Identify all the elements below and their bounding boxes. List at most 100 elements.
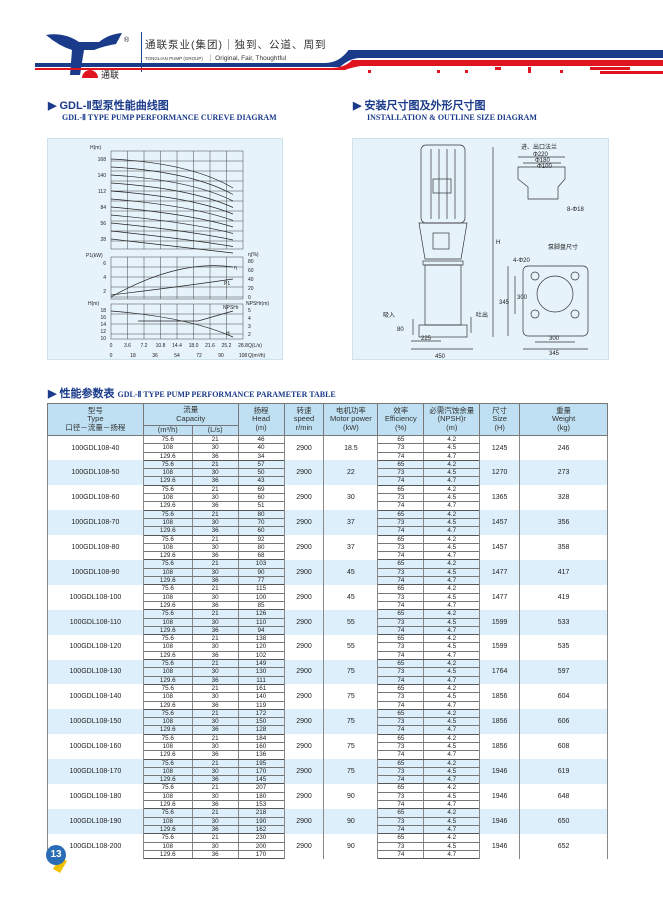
cell-type: 100GDL108-70 (47, 510, 144, 536)
cell-npsh: 4.7 (423, 601, 481, 611)
cell-head: 153 (237, 800, 285, 810)
table-row: 129.6 36 68 74 4.7 (48, 551, 608, 561)
cell-efficiency: 65 (377, 709, 425, 719)
cell-flow-ls: 36 (191, 725, 239, 735)
table-row: 100GDL108-200 75.6 21 230 2900 90 65 4.2 1946 652 (47, 833, 608, 859)
cell-type: 100GDL108-190 (47, 808, 144, 834)
cell-power: 22 (323, 460, 379, 486)
cell-speed: 2900 (283, 435, 325, 461)
table-row: 129.6 36 145 74 4.7 (48, 775, 608, 785)
company-logo: 通联 ® (46, 33, 130, 80)
cell-head: 100 (237, 593, 285, 602)
cell-npsh: 4.5 (423, 667, 481, 677)
cell-flow-ls: 30 (191, 717, 239, 727)
cell-flow-ls: 21 (191, 783, 239, 793)
cell-power: 90 (323, 833, 379, 859)
cell-flow-m3h: 129.6 (142, 651, 193, 661)
cell-efficiency: 65 (377, 783, 425, 793)
tick-label: H(m) (88, 301, 99, 307)
tick-label: 140 (98, 173, 107, 179)
cell-efficiency: 73 (377, 767, 425, 777)
tick-label: η (234, 265, 237, 271)
tick-label: 14 (100, 322, 106, 328)
cell-npsh: 4.5 (423, 593, 481, 602)
tick-label: 18 (130, 353, 136, 359)
cell-weight: 417 (519, 559, 608, 585)
cell-flow-ls: 36 (191, 601, 239, 611)
cell-efficiency: 73 (377, 593, 425, 602)
cell-weight: 358 (519, 535, 608, 560)
cell-flow-ls: 30 (191, 543, 239, 553)
svg-text:Φ180: Φ180 (535, 158, 550, 164)
svg-text:Φ100: Φ100 (537, 164, 552, 170)
cell-weight: 650 (519, 808, 608, 834)
cell-speed: 2900 (283, 808, 325, 834)
tick-label: 25.2 (222, 343, 232, 349)
cell-efficiency: 74 (377, 775, 425, 785)
cell-npsh: 4.5 (423, 642, 481, 652)
cell-npsh: 4.5 (423, 792, 481, 802)
cell-flow-m3h: 129.6 (142, 626, 193, 636)
cell-type: 100GDL108-100 (47, 584, 144, 610)
cell-weight: 652 (519, 833, 608, 859)
cell-head: 128 (237, 725, 285, 735)
cell-size: 1599 (479, 634, 521, 660)
cell-speed: 2900 (283, 833, 325, 859)
cell-npsh: 4.7 (423, 775, 481, 785)
cell-efficiency: 65 (377, 510, 425, 519)
header-weight: 重量 Weight (kg) (519, 403, 608, 436)
cell-head: 170 (237, 850, 285, 860)
cell-npsh: 4.5 (423, 618, 481, 627)
cell-flow-m3h: 129.6 (142, 526, 193, 536)
cell-type: 100GDL108-40 (47, 435, 144, 461)
svg-text:H: H (496, 240, 500, 246)
svg-text:300: 300 (549, 336, 560, 342)
cell-efficiency: 74 (377, 452, 425, 461)
cell-power: 37 (323, 535, 379, 560)
table-row: 129.6 36 34 74 4.7 (48, 452, 608, 461)
cell-npsh: 4.5 (423, 817, 481, 826)
cell-speed: 2900 (283, 734, 325, 760)
table-row: 100GDL108-170 75.6 21 195 2900 75 65 4.2 1946 619 (47, 759, 608, 784)
cell-flow-m3h: 108 (142, 443, 193, 453)
tick-label: 12 (100, 329, 106, 335)
cell-power: 90 (323, 808, 379, 834)
tick-label: 0 (110, 353, 113, 359)
cell-npsh: 4.2 (423, 833, 481, 843)
cell-weight: 533 (519, 609, 608, 635)
cell-flow-ls: 30 (191, 817, 239, 826)
cell-npsh: 4.5 (423, 692, 481, 702)
cell-flow-ls: 21 (191, 485, 239, 495)
cell-efficiency: 74 (377, 701, 425, 710)
cell-size: 1946 (479, 808, 521, 834)
table-row: 100GDL108-80 75.6 21 92 2900 37 65 4.2 1457 358 (47, 535, 608, 560)
cell-head: 50 (237, 468, 285, 478)
cell-flow-ls: 30 (191, 493, 239, 503)
cell-weight: 606 (519, 709, 608, 735)
table-row: 100GDL108-150 75.6 21 172 2900 75 65 4.2 1856 606 (47, 709, 608, 735)
cell-efficiency: 65 (377, 609, 425, 619)
table-row: 100GDL108-70 75.6 21 80 2900 37 65 4.2 1457 356 (47, 510, 608, 536)
cell-head: 230 (237, 833, 285, 843)
cell-efficiency: 73 (377, 667, 425, 677)
cell-npsh: 4.2 (423, 659, 481, 669)
cell-size: 1365 (479, 485, 521, 511)
table-row: 129.6 36 77 74 4.7 (48, 576, 608, 586)
cell-flow-ls: 36 (191, 850, 239, 860)
table-row: 129.6 36 111 74 4.7 (48, 676, 608, 685)
cell-npsh: 4.5 (423, 493, 481, 503)
table-row: 108 30 120 73 4.5 (48, 642, 608, 652)
cell-efficiency: 73 (377, 742, 425, 752)
cell-npsh: 4.2 (423, 584, 481, 594)
cell-npsh: 4.2 (423, 609, 481, 619)
cell-speed: 2900 (283, 783, 325, 809)
svg-text:8-Φ18: 8-Φ18 (567, 207, 584, 213)
table-row: 100GDL108-40 75.6 21 46 2900 18.5 65 4.2 1245 246 (47, 435, 608, 461)
cell-flow-ls: 21 (191, 684, 239, 694)
cell-npsh: 4.7 (423, 701, 481, 710)
cell-head: 51 (237, 501, 285, 511)
cell-flow-m3h: 75.6 (142, 609, 193, 619)
table-row: 108 30 140 73 4.5 (48, 692, 608, 702)
cell-flow-m3h: 129.6 (142, 676, 193, 685)
cell-flow-ls: 30 (191, 692, 239, 702)
